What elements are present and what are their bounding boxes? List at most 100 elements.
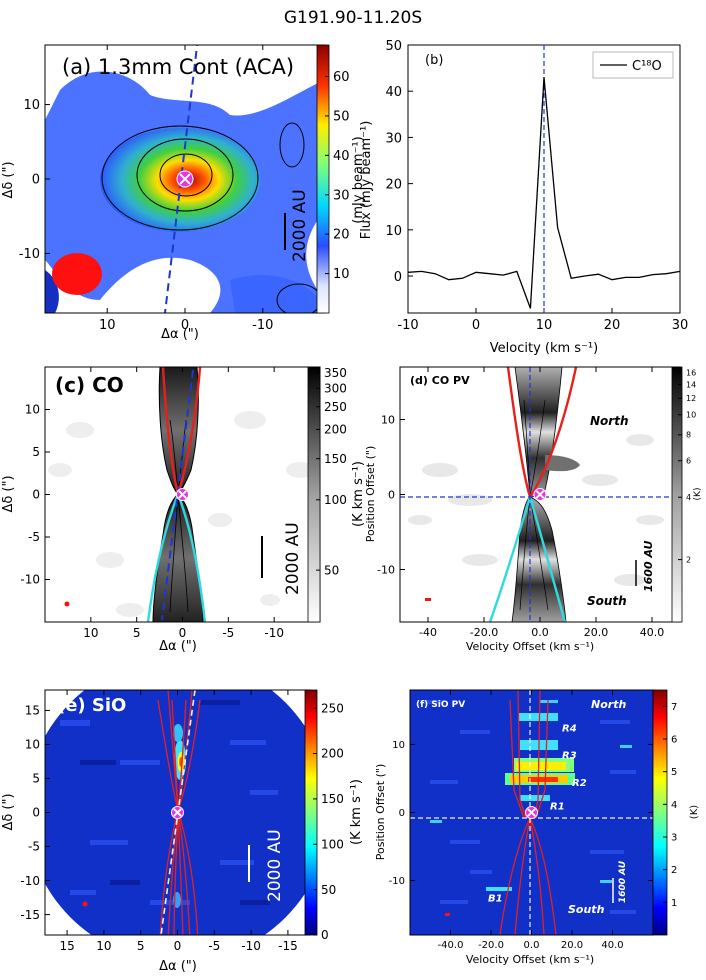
panel-e-label: (e) SiO: [57, 695, 126, 716]
beam-dot: [425, 598, 431, 601]
panel-d-colorbar: [672, 367, 682, 622]
cbar-tick-label: 100: [321, 837, 344, 851]
y-tick-label: 0: [394, 270, 402, 285]
panel-a-label: (a) 1.3mm Cont (ACA): [62, 55, 294, 79]
panel-d-north: North: [590, 414, 628, 428]
panel-e-colorbar-ticks: 0 50 100 150 200 250: [313, 701, 344, 942]
panel-e-ylabel: Δδ ("): [1, 793, 16, 830]
panel-c-axes: 10 5 0 -5 -10 10 5 0 -5 -10: [20, 367, 320, 640]
cbar-tick-label: 300: [324, 381, 347, 395]
x-tick-label: 0: [181, 318, 189, 333]
cbar-tick-label: 20: [333, 228, 350, 243]
panel-f-cbar-label: (K): [689, 805, 700, 819]
cbar-tick-label: 4: [686, 493, 691, 502]
panel-f-south: South: [568, 903, 605, 916]
y-tick-label: 0: [388, 488, 395, 501]
x-tick-label: 0.0: [524, 940, 540, 951]
cbar-tick-label: 10: [333, 267, 350, 282]
x-tick-label: -20.0: [478, 940, 504, 951]
y-tick-label: 10: [392, 740, 405, 751]
y-tick-label: -10: [20, 573, 40, 587]
cbar-tick-label: 50: [321, 883, 336, 897]
knot-label: R1: [550, 802, 565, 813]
x-tick-label: 10: [96, 939, 111, 953]
cbar-tick-label: 250: [324, 400, 347, 414]
panel-f-xlabel: Velocity Offset (km s⁻¹): [466, 953, 594, 966]
panel-e-colorbar: [305, 690, 317, 935]
y-tick-label: 10: [385, 224, 402, 239]
cbar-tick-label: 200: [321, 747, 344, 761]
panel-b-ylabel: Flux (mJy beam⁻¹): [359, 121, 374, 240]
cbar-tick-label: 250: [321, 701, 344, 715]
cbar-tick-label: 10: [686, 411, 696, 420]
panel-f-colorbar-ticks: 1 2 3 4 5 6 7: [663, 702, 677, 909]
panel-e-scalebar-label: 2000 AU: [265, 829, 285, 902]
x-tick-label: 10: [99, 318, 116, 333]
panel-f-ylabel: Position Offset ("): [374, 764, 387, 861]
panel-e-xlabel: Δα ("): [159, 959, 197, 974]
co-pv-map: [400, 367, 680, 622]
panel-a-axes: 10 0 -10 10 0 -10: [19, 45, 325, 333]
legend: C¹⁸O: [592, 51, 674, 79]
y-tick-label: 10: [23, 98, 40, 113]
cbar-tick-label: 8: [686, 431, 691, 440]
y-tick-label: 5: [32, 445, 40, 459]
y-tick-label: -10: [20, 874, 40, 888]
x-tick-label: 20.0: [584, 626, 609, 639]
panel-f-north: North: [591, 698, 626, 711]
cbar-tick-label: 16: [686, 368, 696, 377]
panel-d-label: (d) CO PV: [410, 374, 470, 387]
cbar-tick-label: 50: [324, 563, 339, 577]
star-marker-icon: [176, 170, 194, 188]
x-tick-label: -10: [397, 318, 418, 333]
panel-c-cbar-label: (K km s⁻¹): [351, 461, 366, 527]
x-tick-label: -40.0: [438, 940, 464, 951]
y-tick-label: -10: [377, 563, 395, 576]
cbar-tick-label: 2: [686, 555, 691, 564]
y-tick-label: 5: [32, 772, 40, 786]
beam-dot: [82, 901, 88, 907]
panel-d-colorbar-ticks: 2 4 6 8 10 12 14 16: [678, 368, 696, 564]
y-tick-label: 40: [385, 85, 402, 100]
cbar-tick-label: 1: [671, 898, 677, 909]
cbar-tick-label: 150: [321, 792, 344, 806]
x-tick-label: 5: [133, 626, 141, 640]
cbar-tick-label: 2: [671, 865, 677, 876]
y-tick-label: 0: [32, 488, 40, 502]
star-marker-icon: [525, 806, 538, 819]
beam-dot: [445, 913, 450, 916]
x-tick-label: 20: [604, 318, 621, 333]
panel-c-colorbar: [308, 367, 320, 622]
y-tick-label: 20: [385, 178, 402, 193]
panel-b-xlabel: Velocity (km s⁻¹): [490, 341, 598, 356]
x-tick-label: 10: [83, 626, 98, 640]
cbar-tick-label: 0: [321, 928, 329, 942]
panel-f: (f) SiO PV North South 1600 AU R4 R3 R2 R1 B…: [374, 689, 700, 966]
x-tick-label: 0: [472, 318, 480, 333]
y-tick-label: 0: [32, 173, 40, 188]
beam-dot: [64, 601, 70, 607]
spectrum-plot: -10 0 10 20 30 0 10 20 30 40 50: [385, 39, 688, 333]
y-tick-label: -10: [389, 876, 405, 887]
y-tick-label: 10: [381, 413, 395, 426]
x-tick-label: 20.0: [561, 940, 583, 951]
knot-label: R2: [572, 778, 587, 789]
x-tick-label: -10: [264, 626, 284, 640]
cbar-tick-label: 7: [671, 702, 677, 713]
panel-b-label: (b): [425, 53, 443, 68]
y-tick-label: 15: [25, 704, 40, 718]
cbar-tick-label: 40: [333, 149, 350, 164]
panel-d-xlabel: Velocity Offset (km s⁻¹): [466, 640, 594, 653]
cbar-tick-label: 6: [686, 457, 691, 466]
y-tick-label: 50: [385, 39, 402, 54]
y-tick-label: 30: [385, 131, 402, 146]
cbar-tick-label: 60: [333, 70, 350, 85]
x-tick-label: 0: [174, 939, 182, 953]
panel-d-axes: -40 -20.0 0.0 20.0 40.0 10 0 -10: [377, 367, 680, 639]
knot-label: R4: [562, 723, 577, 734]
star-marker-icon: [176, 488, 189, 501]
x-tick-label: 40.0: [601, 940, 623, 951]
cbar-tick-label: 12: [686, 394, 696, 403]
panel-f-label: (f) SiO PV: [416, 700, 465, 710]
